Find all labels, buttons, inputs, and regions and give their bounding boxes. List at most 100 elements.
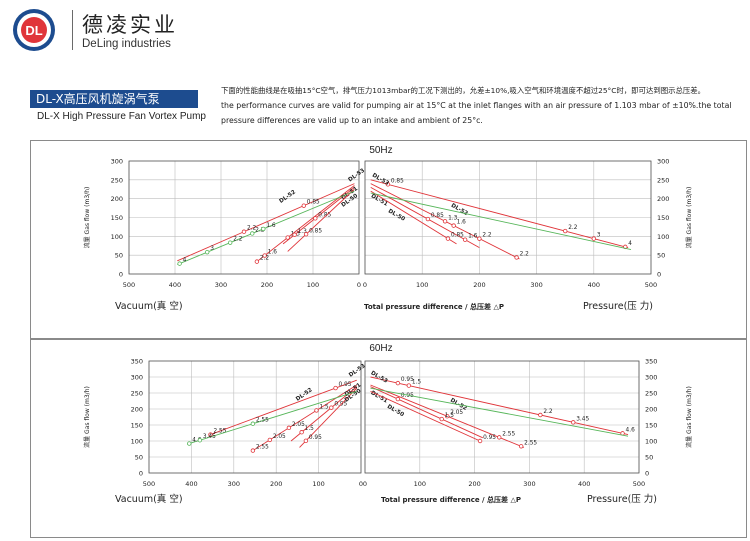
vacuum-tick-label: 200 xyxy=(261,281,273,289)
vacuum-marker-label: 2.55 xyxy=(213,429,226,435)
vacuum-marker-label: 2.55 xyxy=(256,418,269,424)
pressure-marker-label: 0.85 xyxy=(451,233,464,239)
y-axis-label-right: 流量 Gas flow (m3/h) xyxy=(685,187,693,249)
product-title-en: DL-X High Pressure Fan Vortex Pump xyxy=(37,111,206,122)
vacuum-series-marker xyxy=(241,229,247,234)
vacuum-tick-label: 500 xyxy=(123,281,135,289)
vacuum-marker-label: 4 xyxy=(183,258,187,264)
y-axis-label-left: 流量 Gas flow (m3/h) xyxy=(83,386,91,448)
y-tick-label-left: 150 xyxy=(131,422,143,430)
pressure-series-line xyxy=(370,192,632,250)
description-line-3: pressure differences are valid up to an … xyxy=(221,116,483,125)
vacuum-axis-label: Vacuum(真 空) xyxy=(115,493,183,505)
pressure-tick-label: 400 xyxy=(588,281,600,289)
y-axis-label-right: 流量 Gas flow (m3/h) xyxy=(685,386,693,448)
vacuum-series-marker xyxy=(292,232,297,237)
pressure-series-marker xyxy=(563,228,568,234)
vacuum-series-marker xyxy=(177,261,182,266)
vacuum-series-marker xyxy=(314,408,319,413)
y-tick-label-left: 150 xyxy=(111,214,123,222)
vacuum-series-marker xyxy=(303,232,309,237)
pressure-series-marker xyxy=(406,383,412,388)
vacuum-marker-label: 2.2 xyxy=(260,256,270,262)
pressure-series-marker xyxy=(442,219,448,224)
y-tick-label-right: 150 xyxy=(645,422,657,430)
chart-panel-60hz: 60Hz 0 0 50 50 100 100 150 150 200 200 250 250 300 300… xyxy=(30,338,747,538)
vacuum-marker-label: 3 xyxy=(210,246,214,252)
y-tick-label-left: 100 xyxy=(111,233,123,241)
pressure-marker-label: 3 xyxy=(597,233,601,239)
vacuum-series-name: DL-53 xyxy=(348,363,367,378)
pressure-marker-label: 1.5 xyxy=(445,413,455,419)
pressure-series-marker xyxy=(462,237,468,242)
y-tick-label-right: 50 xyxy=(645,454,653,462)
pressure-tick-label: 300 xyxy=(530,281,542,289)
y-tick-label-right: 250 xyxy=(657,176,669,184)
vacuum-series-marker xyxy=(267,437,273,443)
pressure-marker-label: 2.2 xyxy=(482,233,492,239)
pressure-series-marker xyxy=(497,435,502,440)
vacuum-tick-label: 100 xyxy=(307,281,319,289)
y-tick-label-left: 250 xyxy=(131,390,143,398)
pressure-series-line xyxy=(370,186,480,249)
pressure-series-marker xyxy=(445,236,451,241)
vacuum-tick-label: 500 xyxy=(143,480,155,488)
pressure-plot-frame xyxy=(364,160,652,275)
pressure-marker-label: 0.95 xyxy=(483,435,496,441)
pressure-marker-label: 0.85 xyxy=(391,178,404,184)
vacuum-series-marker xyxy=(329,405,334,410)
pressure-series-marker xyxy=(477,438,483,444)
vacuum-series-marker xyxy=(262,253,267,258)
vacuum-marker-label: 0.95 xyxy=(339,382,352,388)
logo-text: DL xyxy=(25,23,42,38)
y-tick-label-right: 200 xyxy=(645,406,657,414)
chart-title: 60Hz xyxy=(369,343,392,354)
vacuum-series-marker xyxy=(299,430,304,435)
pressure-series-marker xyxy=(445,413,450,419)
vacuum-series-marker xyxy=(250,448,256,453)
pressure-series-line xyxy=(370,390,481,442)
vacuum-marker-label: 0.95 xyxy=(309,435,322,441)
pressure-tick-label: 0 xyxy=(363,281,367,289)
y-tick-label-left: 300 xyxy=(111,158,123,166)
y-tick-label-left: 200 xyxy=(111,195,123,203)
pressure-marker-label: 2.2 xyxy=(543,409,553,415)
vacuum-marker-label: 0.85 xyxy=(318,212,331,218)
vacuum-plot-frame xyxy=(148,360,362,474)
pressure-marker-label: 2.55 xyxy=(502,431,515,437)
y-tick-label-right: 250 xyxy=(645,390,657,398)
pressure-axis-label: Pressure(压 力) xyxy=(583,300,653,312)
y-tick-label-right: 50 xyxy=(657,252,665,260)
vacuum-series-marker xyxy=(208,432,213,437)
vacuum-marker-label: 2.05 xyxy=(273,434,286,440)
vacuum-marker-label: 2.2 xyxy=(247,226,257,232)
y-tick-label-right: 150 xyxy=(657,214,669,222)
vacuum-series-marker xyxy=(333,385,338,391)
vacuum-series-marker xyxy=(227,240,233,245)
pressure-axis-label: Pressure(压 力) xyxy=(587,493,657,505)
vacuum-series-line xyxy=(177,183,355,262)
vacuum-series-marker xyxy=(285,235,290,240)
y-tick-label-right: 0 xyxy=(645,470,649,478)
vacuum-marker-label: 1.5 xyxy=(305,426,315,432)
pressure-marker-label: 4.6 xyxy=(626,427,636,433)
y-tick-label-left: 200 xyxy=(131,406,143,414)
pressure-series-line xyxy=(370,179,629,249)
pressure-marker-label: 3.45 xyxy=(576,416,589,422)
pressure-series-marker xyxy=(571,420,576,425)
vacuum-marker-label: 1.5 xyxy=(319,404,329,410)
description-line-2: the performance curves are valid for pum… xyxy=(221,101,732,110)
y-tick-label-left: 0 xyxy=(139,470,143,478)
vacuum-plot-frame xyxy=(128,160,360,275)
vacuum-series-name: DL-52 xyxy=(295,387,314,402)
pressure-tick-label: 400 xyxy=(578,480,590,488)
pressure-tick-label: 0 xyxy=(363,480,367,488)
pressure-marker-label: 1.6 xyxy=(457,220,467,226)
pressure-series-line xyxy=(370,190,457,245)
vacuum-series-marker xyxy=(250,231,255,236)
pressure-series-line xyxy=(370,387,629,437)
y-tick-label-left: 50 xyxy=(135,454,143,462)
vacuum-series-marker xyxy=(301,203,306,208)
pressure-marker-label: 0.85 xyxy=(431,213,444,219)
